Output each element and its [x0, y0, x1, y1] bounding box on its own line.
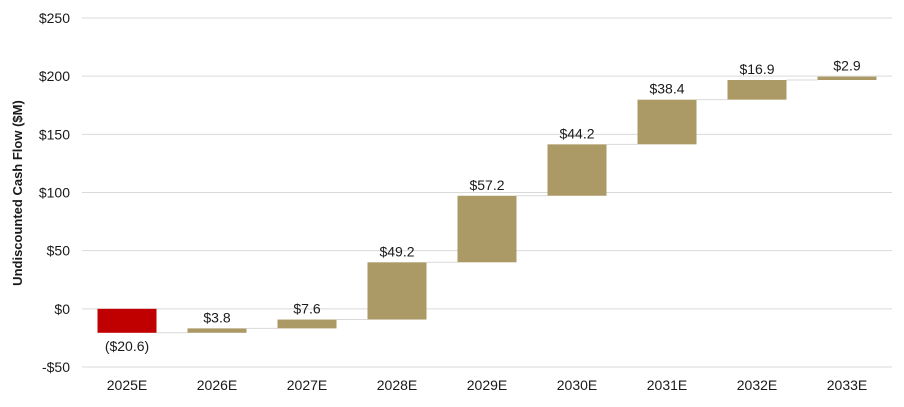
y-axis-ticks: -$50 $0 $50 $100 $150 $200 $250 [39, 10, 70, 375]
bar-2031E [637, 99, 697, 145]
bar-2025E [97, 308, 157, 333]
y-tick-label: $50 [47, 243, 71, 259]
y-tick-label: $100 [39, 185, 70, 201]
y-axis-label: Undiscounted Cash Flow ($M) [10, 100, 25, 286]
y-tick-label: $200 [39, 68, 70, 84]
bar-2032E [727, 80, 787, 100]
x-tick-label: 2031E [647, 377, 687, 393]
data-label: $3.8 [203, 309, 230, 325]
bar-2030E [547, 144, 607, 196]
data-label: $16.9 [739, 61, 774, 77]
y-tick-label: -$50 [42, 359, 70, 375]
bar-2033E [817, 76, 877, 81]
bar-2028E [367, 262, 427, 320]
data-label: $44.2 [559, 125, 594, 141]
x-tick-label: 2027E [287, 377, 327, 393]
x-tick-label: 2029E [467, 377, 507, 393]
y-tick-label: $250 [39, 10, 70, 26]
x-axis-ticks: 2025E 2026E 2027E 2028E 2029E 2030E 2031E 2032E… [107, 377, 867, 393]
data-label: $2.9 [833, 58, 860, 74]
x-tick-label: 2033E [827, 377, 867, 393]
data-label: $7.6 [293, 301, 320, 317]
connector-lines [156, 79, 818, 334]
bar-2029E [457, 195, 517, 263]
x-tick-label: 2028E [377, 377, 417, 393]
x-tick-label: 2030E [557, 377, 597, 393]
bar-2027E [277, 319, 337, 329]
data-label: ($20.6) [105, 338, 149, 354]
y-tick-label: $0 [54, 301, 70, 317]
bar-2026E [187, 328, 247, 333]
x-tick-label: 2026E [197, 377, 237, 393]
bars [97, 76, 877, 333]
data-label: $57.2 [469, 177, 504, 193]
data-label: $49.2 [379, 243, 414, 259]
y-tick-label: $150 [39, 126, 70, 142]
x-tick-label: 2032E [737, 377, 777, 393]
x-tick-label: 2025E [107, 377, 147, 393]
data-labels: ($20.6) $3.8 $7.6 $49.2 $57.2 $44.2 $38.4 $16.9… [105, 58, 861, 354]
data-label: $38.4 [649, 81, 684, 97]
